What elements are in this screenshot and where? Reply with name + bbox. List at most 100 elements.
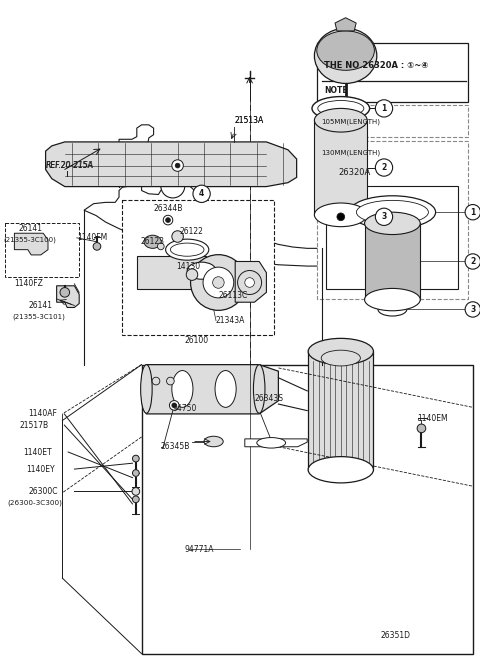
Circle shape bbox=[375, 100, 393, 117]
Text: 1140FZ: 1140FZ bbox=[14, 279, 43, 288]
Ellipse shape bbox=[257, 438, 286, 448]
Text: 21513A: 21513A bbox=[234, 116, 264, 125]
Text: 1140ET: 1140ET bbox=[23, 447, 52, 457]
Text: 1140AF: 1140AF bbox=[28, 409, 57, 419]
Ellipse shape bbox=[378, 303, 407, 316]
Text: 21517B: 21517B bbox=[19, 420, 48, 430]
Bar bbox=[317, 141, 468, 299]
Circle shape bbox=[60, 288, 70, 297]
Ellipse shape bbox=[314, 203, 367, 227]
Text: 1: 1 bbox=[382, 104, 386, 113]
Text: 26320A: 26320A bbox=[338, 168, 371, 177]
Circle shape bbox=[193, 185, 210, 202]
Polygon shape bbox=[314, 120, 367, 215]
Text: 26113C: 26113C bbox=[218, 291, 248, 300]
Circle shape bbox=[169, 401, 179, 410]
Ellipse shape bbox=[365, 288, 420, 311]
Circle shape bbox=[186, 269, 198, 281]
Text: 94771A: 94771A bbox=[185, 545, 214, 554]
Bar bbox=[317, 105, 468, 137]
Circle shape bbox=[213, 277, 224, 288]
Circle shape bbox=[465, 254, 480, 269]
Text: 21343A: 21343A bbox=[216, 316, 245, 325]
Text: (21355-3C101): (21355-3C101) bbox=[12, 313, 65, 320]
Ellipse shape bbox=[321, 350, 360, 366]
Ellipse shape bbox=[312, 97, 370, 120]
Circle shape bbox=[93, 242, 101, 250]
Circle shape bbox=[132, 455, 139, 462]
Text: 2: 2 bbox=[470, 257, 475, 266]
Text: REF.20-215A: REF.20-215A bbox=[46, 161, 94, 170]
Circle shape bbox=[152, 377, 160, 385]
Ellipse shape bbox=[356, 200, 429, 224]
Circle shape bbox=[417, 424, 426, 433]
Ellipse shape bbox=[141, 365, 152, 413]
Text: 21513A: 21513A bbox=[234, 116, 264, 125]
Ellipse shape bbox=[166, 239, 209, 260]
Text: 1140EY: 1140EY bbox=[26, 464, 55, 474]
Polygon shape bbox=[308, 351, 373, 470]
Ellipse shape bbox=[308, 338, 373, 365]
Circle shape bbox=[465, 204, 480, 220]
Text: NOTE: NOTE bbox=[324, 85, 348, 95]
Ellipse shape bbox=[187, 262, 216, 279]
Circle shape bbox=[245, 278, 254, 287]
Text: 26345B: 26345B bbox=[161, 442, 190, 451]
Bar bbox=[326, 186, 458, 289]
Polygon shape bbox=[14, 233, 48, 255]
Text: 26300C: 26300C bbox=[29, 487, 58, 496]
Text: (21355-3C100): (21355-3C100) bbox=[4, 237, 57, 243]
Text: 1: 1 bbox=[470, 208, 475, 217]
Text: 26343S: 26343S bbox=[254, 394, 283, 403]
Ellipse shape bbox=[170, 243, 204, 256]
Circle shape bbox=[172, 403, 177, 408]
Polygon shape bbox=[245, 439, 307, 447]
Polygon shape bbox=[46, 142, 297, 187]
Text: 4: 4 bbox=[199, 189, 204, 198]
Ellipse shape bbox=[340, 112, 351, 121]
Bar bbox=[5, 223, 79, 277]
Ellipse shape bbox=[314, 108, 367, 132]
Text: THE NO.26320A : ①~④: THE NO.26320A : ①~④ bbox=[324, 61, 428, 70]
Polygon shape bbox=[142, 365, 278, 414]
Ellipse shape bbox=[144, 235, 161, 248]
Text: 1140FM: 1140FM bbox=[77, 233, 107, 242]
Circle shape bbox=[172, 160, 183, 171]
Circle shape bbox=[191, 255, 246, 310]
Text: 26123: 26123 bbox=[141, 237, 165, 246]
Ellipse shape bbox=[308, 457, 373, 483]
Circle shape bbox=[375, 159, 393, 176]
Text: 105MM(LENGTH): 105MM(LENGTH) bbox=[322, 118, 381, 125]
Circle shape bbox=[163, 215, 173, 225]
Text: REF.20-215A: REF.20-215A bbox=[46, 161, 93, 170]
Bar bbox=[122, 200, 274, 335]
Polygon shape bbox=[365, 223, 420, 300]
Polygon shape bbox=[119, 125, 154, 143]
Text: (26300-3C300): (26300-3C300) bbox=[7, 499, 62, 506]
Text: 130MM(LENGTH): 130MM(LENGTH) bbox=[322, 150, 381, 156]
Bar bbox=[142, 365, 473, 654]
Text: 26141: 26141 bbox=[29, 301, 53, 310]
Ellipse shape bbox=[317, 31, 374, 70]
Ellipse shape bbox=[365, 212, 420, 235]
Text: 1140EM: 1140EM bbox=[418, 414, 448, 423]
Circle shape bbox=[375, 208, 393, 225]
Text: 3: 3 bbox=[470, 305, 475, 314]
Text: 14130: 14130 bbox=[177, 261, 201, 271]
Circle shape bbox=[337, 213, 345, 221]
Ellipse shape bbox=[172, 371, 193, 407]
Circle shape bbox=[172, 231, 183, 242]
Circle shape bbox=[132, 496, 139, 503]
Circle shape bbox=[132, 470, 139, 476]
Polygon shape bbox=[57, 286, 79, 307]
Circle shape bbox=[465, 302, 480, 317]
Polygon shape bbox=[235, 261, 266, 302]
Text: 2: 2 bbox=[382, 163, 386, 172]
Ellipse shape bbox=[349, 196, 436, 229]
Ellipse shape bbox=[253, 365, 265, 413]
Circle shape bbox=[175, 163, 180, 168]
Circle shape bbox=[161, 174, 185, 198]
Circle shape bbox=[166, 217, 170, 223]
Text: 94750: 94750 bbox=[173, 404, 197, 413]
Circle shape bbox=[132, 487, 140, 495]
